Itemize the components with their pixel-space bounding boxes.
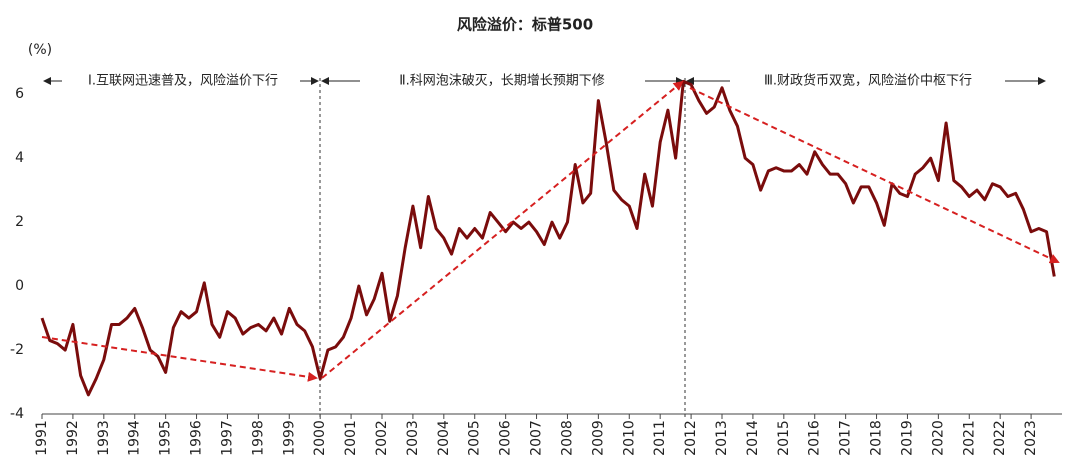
- phase-label: Ⅲ.财政货币双宽，风险溢价中枢下行: [764, 73, 972, 89]
- phase-label: Ⅱ.科网泡沫破灭，长期增长预期下修: [399, 74, 605, 89]
- y-tick-label: -2: [10, 342, 24, 358]
- x-tick-label: 2010: [621, 420, 637, 456]
- x-tick-label: 2009: [590, 420, 606, 456]
- x-tick-label: 2012: [683, 420, 699, 456]
- x-tick-label: 2021: [961, 420, 977, 456]
- x-tick-label: 1991: [34, 420, 50, 456]
- x-tick-label: 1992: [65, 420, 81, 456]
- x-tick-label: 2007: [529, 420, 545, 456]
- x-tick-label: 2011: [652, 420, 668, 456]
- x-tick-label: 2005: [467, 420, 483, 456]
- series-line: [40, 79, 1056, 397]
- x-tick-label: 2022: [992, 420, 1008, 456]
- y-tick-label: 6: [15, 86, 24, 102]
- trend-arrow: [41, 336, 318, 382]
- x-tick-label: 2017: [838, 420, 854, 456]
- x-tick-label: 2023: [1023, 420, 1039, 456]
- x-tick-label: 1996: [189, 420, 205, 456]
- x-tick-label: 2001: [343, 420, 359, 456]
- x-tick-label: 2020: [930, 420, 946, 456]
- x-tick-label: 2002: [374, 420, 390, 456]
- x-tick-label: 2004: [436, 420, 452, 456]
- y-tick-label: 2: [15, 214, 24, 230]
- x-tick-label: 2003: [405, 420, 421, 456]
- x-tick-label: 1997: [219, 420, 235, 456]
- plot: -4 -2 0 2 4 6 1991 1992 1993 1994 1995 1996 1997 1998…: [10, 79, 1062, 456]
- x-tick-label: 2008: [559, 420, 575, 456]
- x-tick-label: 2019: [899, 420, 915, 456]
- y-tick-label: 0: [15, 278, 24, 294]
- x-tick-label: 2018: [869, 420, 885, 456]
- chart-title: 风险溢价：标普500: [457, 16, 593, 34]
- x-tick-label: 1995: [158, 420, 174, 456]
- x-tick-label: 1994: [127, 420, 143, 456]
- trend-arrow: [689, 87, 1060, 264]
- x-tick-label: 1993: [96, 420, 112, 456]
- trend-arrow: [321, 80, 684, 379]
- x-tick-label: 2016: [807, 420, 823, 456]
- x-tick-label: 2014: [745, 420, 761, 456]
- x-tick-label: 2006: [498, 420, 514, 456]
- y-tick-label: 4: [15, 150, 24, 166]
- x-tick-label: 2015: [776, 420, 792, 456]
- x-tick-label: 2000: [312, 420, 328, 456]
- y-tick-label: -4: [10, 406, 24, 422]
- phase-label: Ⅰ.互联网迅速普及，风险溢价下行: [88, 74, 278, 89]
- x-tick-label: 1999: [281, 420, 297, 456]
- y-unit: (%): [28, 42, 52, 58]
- x-tick-label: 1998: [250, 420, 266, 456]
- x-tick-label: 2013: [714, 420, 730, 456]
